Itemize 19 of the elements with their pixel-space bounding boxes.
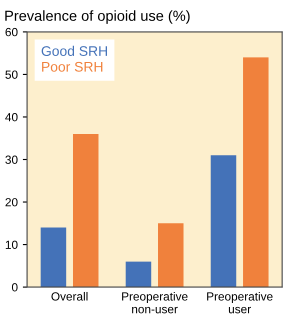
y-tick-label: 0 <box>12 283 18 292</box>
bar <box>158 223 184 288</box>
x-tick-label: Overall <box>51 292 88 301</box>
y-tick-label: 30 <box>5 156 18 164</box>
text: Poor SRH <box>42 62 102 72</box>
y-tick-label: 40 <box>5 113 18 122</box>
bar <box>210 155 236 288</box>
chart-title: Prevalence of opioid use (%) <box>5 10 190 24</box>
x-tick-label: Preoperative non-user <box>122 292 188 314</box>
bar <box>40 228 66 288</box>
bar <box>126 262 152 288</box>
bar <box>72 134 98 288</box>
bar <box>243 57 269 288</box>
y-tick-label: 20 <box>6 198 18 206</box>
y-tick-label: 60 <box>6 28 18 36</box>
text: Good SRH <box>42 46 107 56</box>
y-tick-label: 50 <box>5 70 18 79</box>
x-tick-label: Preoperative user <box>207 292 273 314</box>
y-tick-label: 10 <box>6 240 18 249</box>
